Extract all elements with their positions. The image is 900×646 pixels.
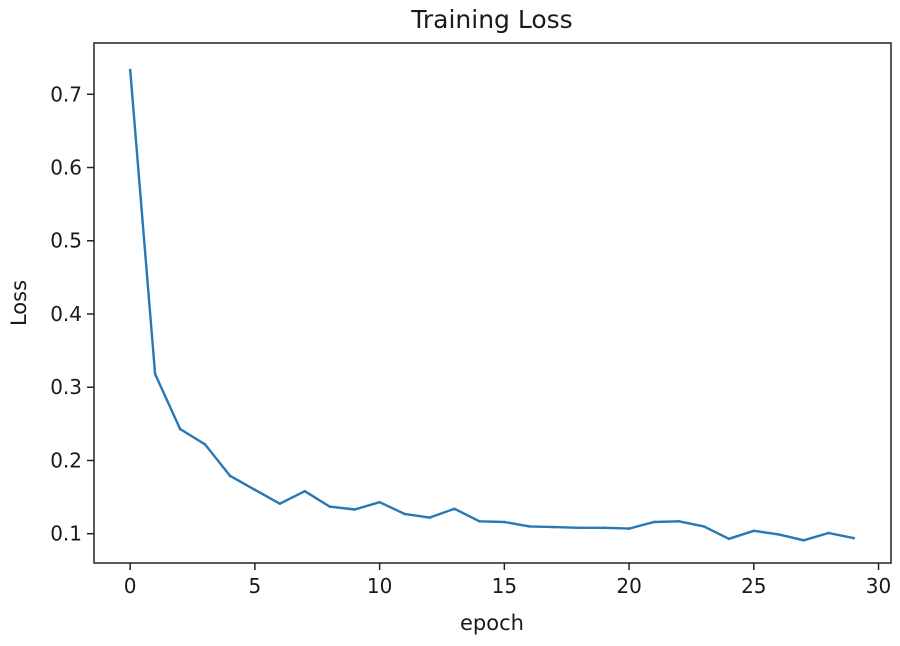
data-point bbox=[677, 519, 681, 523]
data-point bbox=[478, 519, 481, 523]
data-point bbox=[827, 531, 830, 535]
data-point bbox=[453, 507, 456, 511]
plot-frame bbox=[93, 42, 892, 564]
data-point bbox=[253, 488, 257, 492]
data-point bbox=[403, 512, 406, 516]
x-tick-label: 15 bbox=[492, 574, 517, 598]
y-axis: 0.1 0.2 0.3 0.4 0.5 0.6 0.7 bbox=[50, 82, 94, 546]
data-point bbox=[627, 527, 631, 530]
data-point bbox=[852, 536, 855, 540]
data-point bbox=[527, 525, 531, 528]
chart-marks bbox=[128, 68, 855, 542]
y-tick-label: 0.6 bbox=[50, 156, 82, 180]
data-point bbox=[503, 520, 506, 524]
series-line bbox=[128, 68, 855, 542]
y-tick-label: 0.7 bbox=[50, 82, 82, 106]
y-axis-label: Loss bbox=[7, 280, 31, 326]
data-point bbox=[328, 505, 332, 508]
y-tick-label: 0.4 bbox=[50, 302, 82, 326]
x-tick-label: 5 bbox=[249, 574, 262, 598]
data-point bbox=[428, 516, 431, 519]
data-point bbox=[303, 489, 307, 493]
y-tick-label: 0.3 bbox=[50, 375, 82, 399]
y-tick-label: 0.1 bbox=[50, 522, 82, 546]
data-point bbox=[752, 529, 756, 533]
data-point bbox=[203, 443, 207, 446]
data-point bbox=[652, 520, 656, 524]
data-point bbox=[178, 427, 182, 431]
x-tick-label: 20 bbox=[616, 574, 641, 598]
x-tick-label: 0 bbox=[124, 574, 137, 598]
data-point bbox=[802, 538, 805, 542]
data-point bbox=[552, 525, 556, 529]
data-point bbox=[702, 525, 706, 528]
chart-title: Training Loss bbox=[410, 5, 572, 34]
x-tick-label: 10 bbox=[367, 574, 392, 598]
y-tick-label: 0.2 bbox=[50, 448, 82, 472]
data-point bbox=[228, 474, 232, 478]
data-point bbox=[278, 502, 282, 505]
data-point bbox=[378, 500, 381, 504]
data-point bbox=[602, 526, 606, 530]
data-point bbox=[727, 537, 731, 541]
x-tick-label: 25 bbox=[741, 574, 766, 598]
x-tick-label: 30 bbox=[866, 574, 891, 598]
y-tick-label: 0.5 bbox=[50, 229, 82, 253]
data-point bbox=[153, 372, 157, 376]
x-axis: 0 5 10 15 20 25 30 bbox=[124, 563, 891, 598]
x-axis-label: epoch bbox=[460, 611, 524, 635]
data-point bbox=[777, 533, 781, 536]
data-point bbox=[128, 68, 132, 72]
data-point bbox=[577, 526, 581, 530]
data-point bbox=[353, 508, 356, 511]
